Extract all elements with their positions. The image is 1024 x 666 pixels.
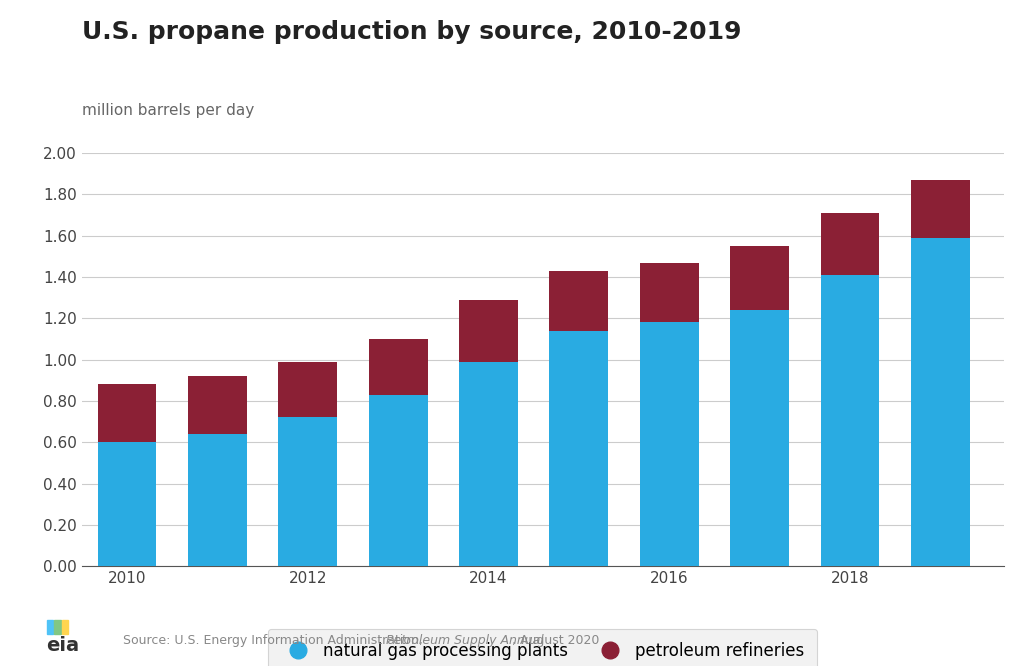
Bar: [550, 271, 608, 331]
Bar: [97, 384, 157, 442]
Bar: [188, 434, 247, 566]
Bar: [820, 275, 880, 566]
Bar: [279, 362, 337, 418]
Bar: [459, 300, 518, 362]
Text: Petroleum Supply Annual: Petroleum Supply Annual: [386, 634, 544, 647]
Bar: [550, 331, 608, 566]
Text: U.S. propane production by source, 2010-2019: U.S. propane production by source, 2010-…: [82, 20, 741, 44]
Text: , August 2020: , August 2020: [512, 634, 599, 647]
Bar: [911, 238, 970, 566]
Bar: [730, 246, 788, 310]
Bar: [188, 376, 247, 434]
Bar: [820, 213, 880, 275]
Bar: [640, 262, 698, 322]
Bar: [97, 442, 157, 566]
Bar: [369, 339, 428, 395]
Text: million barrels per day: million barrels per day: [82, 103, 254, 119]
Bar: [911, 180, 970, 238]
FancyArrow shape: [61, 619, 68, 634]
Bar: [640, 322, 698, 566]
Bar: [459, 362, 518, 566]
Text: Source: U.S. Energy Information Administration,: Source: U.S. Energy Information Administ…: [123, 634, 427, 647]
FancyArrow shape: [47, 619, 53, 634]
Bar: [730, 310, 788, 566]
Bar: [369, 395, 428, 566]
Legend: natural gas processing plants, petroleum refineries: natural gas processing plants, petroleum…: [268, 629, 817, 666]
FancyArrow shape: [54, 619, 60, 634]
Bar: [279, 418, 337, 566]
Text: eia: eia: [46, 635, 79, 655]
